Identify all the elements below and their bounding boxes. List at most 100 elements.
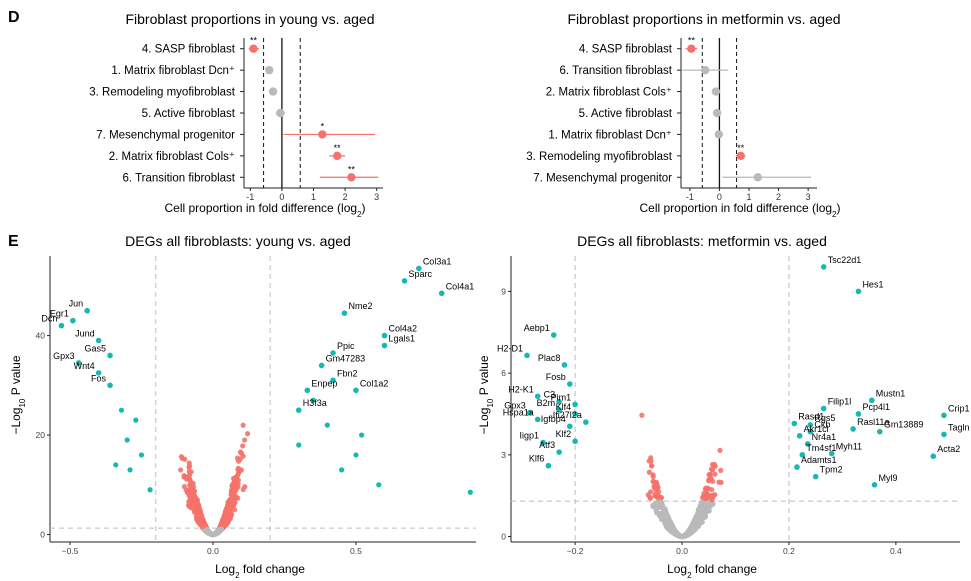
volcano-gene-point xyxy=(649,463,655,469)
volcano-gene-point xyxy=(235,466,241,473)
volcano-young-xlabel: Log2 fold change xyxy=(215,562,305,580)
volcano-gene-point xyxy=(646,469,652,475)
forest-category-label: 2. Matrix fibroblast Cols⁺ xyxy=(109,151,235,163)
forest-category-label: 3. Remodeling myofibroblast xyxy=(526,151,673,163)
volcano-gene-label: Pcp4l1 xyxy=(862,402,890,412)
forest-x-tick-label: 3 xyxy=(806,192,811,202)
volcano-gene-label: Mustn1 xyxy=(876,388,906,398)
forest-category-label: 7. Mesenchymal progenitor xyxy=(96,129,235,141)
volcano-gene-point xyxy=(696,509,702,515)
volcano-x-tick-label: 0.2 xyxy=(783,546,795,556)
volcano-labeled-point xyxy=(804,441,811,447)
forest-young-xlabel: Cell proportion in fold difference (log2… xyxy=(164,201,365,219)
volcano-gene-label: Nme2 xyxy=(348,301,372,311)
volcano-labeled-point xyxy=(871,482,878,488)
forest-plot-metformin: Fibroblast proportions in metformin vs. … xyxy=(526,11,840,219)
volcano-gene-point xyxy=(704,492,711,498)
volcano-gene-point xyxy=(700,494,707,500)
volcano-labeled-point xyxy=(545,462,552,469)
forest-x-tick-label: 0 xyxy=(717,192,722,202)
volcano-gene-label: Tsc22d1 xyxy=(828,255,862,265)
volcano-gene-label: Dcn xyxy=(41,314,57,324)
volcano-gene-point xyxy=(718,467,724,473)
volcano-gene-point xyxy=(199,516,205,522)
forest-point xyxy=(714,130,724,139)
volcano-labeled-point xyxy=(566,423,573,430)
volcano-gene-point xyxy=(353,452,359,458)
volcano-labeled-point xyxy=(556,407,562,413)
forest-significance-label: ** xyxy=(348,164,356,174)
volcano-gene-point xyxy=(648,489,654,495)
volcano-gene-label: Pim1 xyxy=(551,392,572,402)
volcano-gene-point xyxy=(182,473,188,479)
volcano-y-tick-label: 0 xyxy=(501,532,506,542)
forest-point xyxy=(347,173,356,182)
volcano-gene-label: Ckb xyxy=(814,420,830,430)
forest-category-label: 5. Active fibroblast xyxy=(142,108,236,120)
volcano-gene-label: Rasd1 xyxy=(798,412,824,422)
forest-x-tick-label: 1 xyxy=(746,192,751,202)
volcano-gene-label: Klf6 xyxy=(529,454,545,464)
volcano-gene-label: Wnt4 xyxy=(74,361,95,371)
volcano-labeled-point xyxy=(95,370,102,376)
forest-point xyxy=(265,65,274,75)
forest-x-tick-label: -1 xyxy=(246,192,254,202)
forest-point xyxy=(753,173,763,182)
volcano-gene-label: Gm47283 xyxy=(326,353,366,363)
volcano-labeled-point xyxy=(438,290,445,297)
volcano-gene-point xyxy=(666,522,672,528)
volcano-young-ylabel: −Log10 P value xyxy=(9,355,27,434)
volcano-x-tick-label: 0.5 xyxy=(350,546,362,556)
volcano-labeled-point xyxy=(855,411,862,417)
volcano-gene-point xyxy=(663,516,670,522)
volcano-gene-point xyxy=(685,530,691,536)
volcano-metformin-title: DEGs all fibroblasts: metformin vs. aged xyxy=(577,233,827,249)
volcano-gene-label: Col4a2 xyxy=(389,324,418,334)
volcano-labeled-point xyxy=(95,337,102,344)
volcano-y-tick-label: 0 xyxy=(40,530,45,540)
volcano-gene-point xyxy=(178,467,184,473)
volcano-gene-point xyxy=(133,417,139,423)
volcano-young-title: DEGs all fibroblasts: young vs. aged xyxy=(125,233,351,249)
forest-point xyxy=(701,65,710,75)
volcano-labeled-point xyxy=(381,342,388,349)
volcano-gene-label: Sparc xyxy=(409,269,433,279)
volcano-gene-label: Jund xyxy=(75,329,95,339)
volcano-gene-point xyxy=(138,452,145,458)
volcano-x-tick-label: −0.5 xyxy=(62,546,79,556)
volcano-gene-point xyxy=(702,505,708,511)
forest-metformin-title: Fibroblast proportions in metformin vs. … xyxy=(567,11,840,27)
volcano-labeled-point xyxy=(534,416,541,423)
forest-x-tick-label: -1 xyxy=(686,192,694,202)
volcano-labeled-point xyxy=(791,420,798,427)
forest-plot-young: Fibroblast proportions in young vs. aged… xyxy=(89,11,383,219)
forest-point xyxy=(318,130,327,139)
volcano-gene-label: Col1a2 xyxy=(360,378,389,388)
volcano-gene-point xyxy=(689,523,695,530)
forest-category-label: 3. Remodeling myofibroblast xyxy=(89,87,236,99)
volcano-labeled-point xyxy=(304,387,311,394)
volcano-labeled-point xyxy=(353,387,359,394)
volcano-labeled-point xyxy=(341,310,348,317)
volcano-gene-label: Rasl11a xyxy=(857,417,889,427)
forest-x-tick-label: 3 xyxy=(374,192,379,202)
volcano-gene-point xyxy=(223,518,229,524)
volcano-labeled-point xyxy=(330,350,336,356)
volcano-gene-point xyxy=(232,507,238,513)
volcano-labeled-point xyxy=(58,322,65,329)
volcano-labeled-point xyxy=(941,431,947,438)
volcano-gene-label: Myh11 xyxy=(836,441,862,451)
volcano-gene-point xyxy=(179,455,185,461)
forest-x-tick-label: 2 xyxy=(776,192,781,202)
volcano-gene-point xyxy=(230,475,237,482)
volcano-gene-point xyxy=(702,514,708,520)
volcano-x-tick-label: 0.0 xyxy=(676,546,688,556)
volcano-gene-label: Plac8 xyxy=(538,353,561,363)
volcano-gene-point xyxy=(234,486,240,492)
volcano-gene-point xyxy=(237,449,244,455)
volcano-gene-label: Gm13889 xyxy=(884,420,924,430)
panel-label-d: D xyxy=(8,9,20,26)
forest-category-label: 1. Matrix fibroblast Dcn⁺ xyxy=(111,65,235,77)
volcano-gene-label: Igfbp4 xyxy=(541,414,566,424)
volcano-gene-point xyxy=(639,412,645,418)
